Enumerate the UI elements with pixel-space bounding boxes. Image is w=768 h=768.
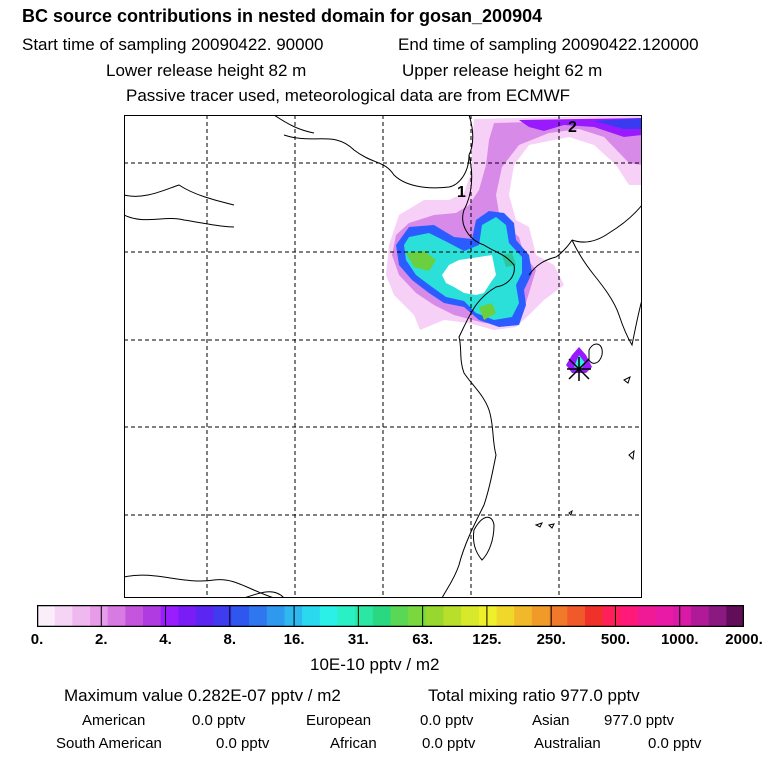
colorbar-cell xyxy=(355,605,374,627)
region-value: 0.0 pptv xyxy=(192,712,246,729)
colorbar-cell xyxy=(461,605,480,627)
region-value: 977.0 pptv xyxy=(604,712,675,729)
colorbar-cell xyxy=(302,605,321,627)
colorbar-tick-label: 0. xyxy=(30,631,44,648)
colorbar-cell xyxy=(178,605,197,627)
map-frame xyxy=(124,115,642,598)
region-name: Australian xyxy=(534,735,601,752)
map-label-1: 1 xyxy=(457,184,466,201)
map-label-2: 2 xyxy=(568,119,577,136)
colorbar-tick-label: 31. xyxy=(347,631,369,648)
tracer-note-text: Passive tracer used, meteorological data… xyxy=(126,86,571,105)
region-value: 0.0 pptv xyxy=(648,735,702,752)
colorbar-cell xyxy=(673,605,692,627)
region-name: European xyxy=(306,712,372,729)
colorbar-cell xyxy=(390,605,409,627)
region-name: American xyxy=(82,712,146,729)
concentration-plume xyxy=(386,115,642,373)
colorbar-tick-label: 2000. xyxy=(725,631,763,648)
colorbar-cell xyxy=(107,605,126,627)
colorbar-cell xyxy=(213,605,233,627)
colorbar-cell xyxy=(549,605,568,627)
colorbar-cell xyxy=(143,605,162,627)
colorbar-cell xyxy=(690,605,710,627)
total-mixing-ratio-text: Total mixing ratio 977.0 pptv xyxy=(428,686,640,705)
colorbar-cell xyxy=(478,605,498,627)
colorbar-cell xyxy=(637,605,657,627)
colorbar-cell xyxy=(514,605,533,627)
colorbar-tick-label: 1000. xyxy=(660,631,699,648)
colorbar-cell xyxy=(655,605,674,627)
colorbar-cell xyxy=(72,605,91,627)
colorbar-cell xyxy=(531,605,551,627)
grid-lines xyxy=(124,115,642,598)
colorbar-cell xyxy=(584,605,604,627)
colorbar-cell xyxy=(408,605,427,627)
plume-hole xyxy=(442,255,496,295)
colorbar-cell xyxy=(54,605,73,627)
colorbar-cell xyxy=(266,605,286,627)
colorbar-cell xyxy=(602,605,621,627)
region-name: Asian xyxy=(532,712,570,729)
colorbar-cell xyxy=(567,605,586,627)
colorbar-cell xyxy=(125,605,144,627)
colorbar-unit: 10E-10 pptv / m2 xyxy=(310,655,440,674)
colorbar-cell xyxy=(231,605,250,627)
upper-release-text: Upper release height 62 m xyxy=(402,61,603,80)
colorbar-cell xyxy=(443,605,462,627)
maximum-value-text: Maximum value 0.282E-07 pptv / m2 xyxy=(64,686,341,705)
receptor-marker xyxy=(567,357,591,381)
colorbar-tick-label: 125. xyxy=(472,631,502,648)
colorbar-cell xyxy=(372,605,392,627)
plot-title: BC source contributions in nested domain… xyxy=(22,6,543,26)
colorbar-tick-label: 8. xyxy=(223,631,237,648)
plume-green-west xyxy=(406,251,436,271)
colorbar-cell xyxy=(337,605,356,627)
end-sampling-text: End time of sampling 20090422.120000 xyxy=(398,35,699,54)
region-name: African xyxy=(330,735,377,752)
source-contribution-map: 1 2 xyxy=(124,115,642,598)
colorbar-cell xyxy=(425,605,445,627)
colorbar xyxy=(37,605,744,627)
colorbar-tick-label: 250. xyxy=(536,631,566,648)
region-value: 0.0 pptv xyxy=(420,712,474,729)
colorbar-cell xyxy=(726,605,744,627)
colorbar-cell xyxy=(160,605,180,627)
region-value: 0.0 pptv xyxy=(422,735,476,752)
region-value: 0.0 pptv xyxy=(216,735,270,752)
coastlines xyxy=(124,115,642,598)
colorbar-cell xyxy=(319,605,339,627)
colorbar-cell xyxy=(37,605,56,627)
region-name: South American xyxy=(56,735,162,752)
colorbar-cell xyxy=(196,605,215,627)
colorbar-cell xyxy=(249,605,268,627)
plume-green-east xyxy=(479,303,496,320)
lower-release-text: Lower release height 82 m xyxy=(106,61,307,80)
colorbar-tick-label: 2. xyxy=(95,631,108,648)
colorbar-cell xyxy=(90,605,109,627)
start-sampling-text: Start time of sampling 20090422. 90000 xyxy=(22,35,324,54)
colorbar-tick-label: 16. xyxy=(283,631,305,648)
colorbar-cell xyxy=(708,605,727,627)
colorbar-cell xyxy=(496,605,515,627)
colorbar-tick-label: 500. xyxy=(600,631,631,648)
colorbar-cell xyxy=(620,605,639,627)
colorbar-tick-label: 63. xyxy=(412,631,434,648)
colorbar-tick-label: 4. xyxy=(159,631,172,648)
